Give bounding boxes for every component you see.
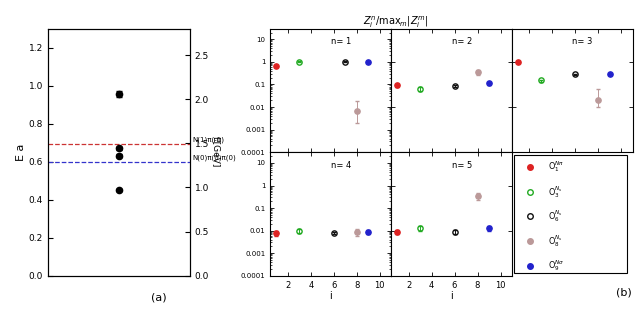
Text: n= 1: n= 1 [331,37,351,46]
Text: n= 2: n= 2 [452,37,472,46]
Text: O$_6^{N_s}$: O$_6^{N_s}$ [548,209,563,224]
Text: O$_1^{N\pi}$: O$_1^{N\pi}$ [548,159,564,174]
Text: O$_9^{N\sigma}$: O$_9^{N\sigma}$ [548,258,565,273]
Text: n= 5: n= 5 [452,161,472,170]
X-axis label: i: i [329,291,332,301]
Text: $Z^n_i/\mathrm{max}_m|Z^m_i|$: $Z^n_i/\mathrm{max}_m|Z^m_i|$ [363,14,429,30]
Y-axis label: E[GeV]: E[GeV] [211,137,220,168]
Text: N(1)π(-1): N(1)π(-1) [193,136,225,143]
Text: (b): (b) [616,288,632,298]
X-axis label: i: i [450,291,453,301]
Y-axis label: E a: E a [16,144,25,161]
Text: O$_8^{N_s}$: O$_8^{N_s}$ [548,233,563,249]
Text: N(0)π(0)π(0): N(0)π(0)π(0) [193,154,237,161]
Text: O$_3^{N_s}$: O$_3^{N_s}$ [548,184,563,200]
Text: n= 4: n= 4 [331,161,351,170]
Text: n= 3: n= 3 [572,37,593,46]
Text: (a): (a) [151,293,167,302]
